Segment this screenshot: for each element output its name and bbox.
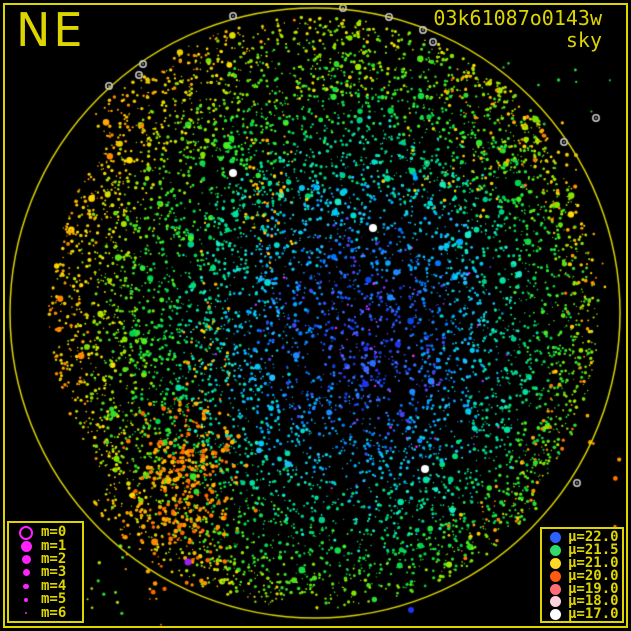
plot-subtitle: sky	[565, 28, 602, 52]
legend-item: m=3	[16, 564, 82, 581]
legend-item-label: μ=19.0	[568, 580, 619, 597]
legend-item-label: m=1	[41, 537, 67, 554]
legend-item-label: μ=21.5	[568, 541, 619, 558]
legend-item-label: μ=21.0	[568, 554, 619, 571]
legend-item: μ=21.0	[547, 554, 622, 571]
legend-item: μ=22.0	[547, 528, 622, 545]
legend-marker-icon	[547, 544, 563, 556]
legend-item: m=5	[16, 591, 82, 608]
legend-item-label: m=2	[41, 550, 67, 567]
legend-marker-icon	[547, 596, 563, 608]
legend-item-label: μ=20.0	[568, 567, 619, 584]
legend-item-label: μ=18.0	[568, 593, 619, 610]
legend-marker-icon	[16, 583, 36, 589]
legend-item: μ=18.0	[547, 593, 622, 610]
legend-item-label: m=3	[41, 564, 67, 581]
legend-marker-icon	[547, 583, 563, 595]
legend-item: μ=17.0	[547, 606, 622, 623]
legend-marker-icon	[16, 597, 36, 602]
surface-brightness-color-legend: μ=22.0 μ=21.5 μ=21.0 μ=20.0 μ=19.0 μ=18.0 μ=17…	[540, 527, 624, 623]
legend-item: m=0	[16, 524, 82, 541]
magnitude-size-legend: m=0 m=1 m=2 m=3 m=4 m=5 m=6	[7, 521, 84, 623]
legend-marker-icon	[16, 525, 36, 540]
legend-marker-icon	[547, 570, 563, 582]
legend-item-label: m=6	[41, 604, 67, 621]
legend-marker-icon	[16, 554, 36, 564]
legend-marker-icon	[16, 540, 36, 552]
legend-item: μ=19.0	[547, 580, 622, 597]
legend-item-label: m=4	[41, 577, 67, 594]
legend-item: m=6	[16, 604, 82, 621]
legend-marker-icon	[547, 531, 563, 543]
plot-title: 03k61087o0143w	[433, 6, 602, 30]
legend-marker-icon	[547, 557, 563, 569]
legend-item: μ=20.0	[547, 567, 622, 584]
legend-item-label: μ=22.0	[568, 528, 619, 545]
legend-marker-icon	[16, 611, 36, 615]
legend-item: m=4	[16, 577, 82, 594]
legend-item: m=1	[16, 537, 82, 554]
legend-marker-icon	[16, 569, 36, 577]
legend-item: μ=21.5	[547, 541, 622, 558]
corner-direction-label: NE	[16, 3, 86, 57]
legend-item-label: m=5	[41, 591, 67, 608]
legend-item-label: μ=17.0	[568, 606, 619, 623]
legend-item: m=2	[16, 550, 82, 567]
legend-marker-icon	[547, 609, 563, 621]
legend-item-label: m=0	[41, 524, 67, 541]
